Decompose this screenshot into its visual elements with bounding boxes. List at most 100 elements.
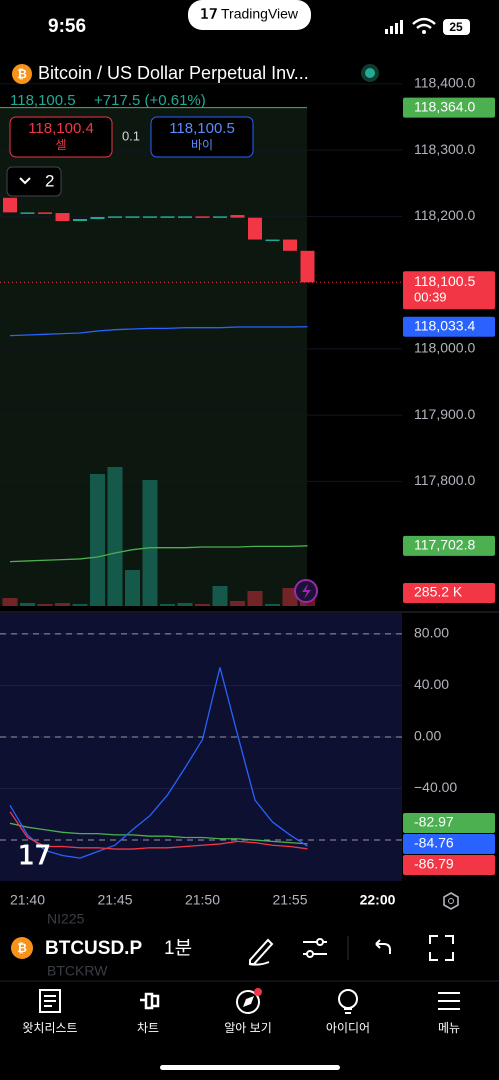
price-tag: [403, 535, 495, 556]
app-pill: [188, 0, 311, 30]
compass: [243, 996, 254, 1007]
candle: [195, 216, 210, 218]
candle: [3, 197, 17, 213]
quantity: 0.1: [122, 128, 140, 143]
indicator-line: [9, 326, 308, 337]
price-tag: [403, 316, 495, 337]
volume-bar: [90, 474, 105, 606]
candle: [125, 216, 140, 218]
price-tag-text: -86.79: [414, 856, 454, 872]
price-tag-text: 118,100.5: [414, 273, 475, 289]
time-label: 21:40: [10, 892, 45, 908]
oscillator-tick-label: −40.00: [414, 779, 457, 795]
explore-icon[interactable]: [236, 990, 260, 1014]
market-dot: [365, 68, 375, 78]
price-tick-label: 117,900.0: [414, 406, 475, 422]
sell-label: 셀: [55, 138, 66, 152]
nav-label: 메뉴: [438, 1021, 460, 1035]
quote: 118,100.5: [10, 92, 76, 109]
buy-button[interactable]: [150, 116, 254, 158]
price-tick-label: 117,800.0: [414, 472, 475, 488]
volume-bar: [282, 588, 298, 606]
volume-bar: [2, 598, 18, 606]
slider-knob: [306, 950, 314, 958]
sell-price: 118,100.4: [28, 120, 94, 137]
sell-button[interactable]: [9, 116, 113, 158]
candle: [143, 216, 157, 218]
buy-price: 118,100.5: [169, 120, 235, 137]
tv-logo: 𝟣𝟩: [200, 6, 218, 22]
volume-bar: [265, 604, 280, 606]
volume-bar: [212, 586, 228, 606]
volume-bar: [72, 604, 88, 606]
price-tag-text: 285.2 K: [414, 584, 463, 600]
volume-bar: [160, 604, 175, 606]
draw-icon[interactable]: [248, 938, 274, 966]
price-tag: [403, 97, 495, 118]
price-tag: [403, 583, 495, 603]
price-tag: [403, 834, 495, 854]
candle: [248, 217, 262, 240]
slider-knob: [316, 938, 324, 946]
price-tag: [403, 813, 495, 833]
home-indicator: [160, 1065, 340, 1070]
price-tick-label: 118,000.0: [414, 340, 475, 356]
btc-symbol: ₿: [17, 67, 27, 81]
price-tag-text: 118,033.4: [414, 317, 475, 333]
time-label: 21:55: [272, 892, 307, 908]
ghost-symbol: NI225: [47, 911, 85, 927]
oscillator-tick-label: 40.00: [414, 676, 449, 692]
price-tag: [403, 855, 495, 875]
candle: [300, 250, 315, 283]
time-label: 21:50: [185, 892, 220, 908]
price-tag-text: -82.97: [414, 814, 454, 830]
price-tag: [403, 271, 495, 310]
toolbar-symbol[interactable]: BTCUSD.P: [45, 938, 142, 959]
candle: [20, 212, 35, 214]
price-tick-label: 118,200.0: [414, 207, 475, 223]
indicator-count: 2: [45, 171, 54, 190]
settings-icon[interactable]: [443, 892, 459, 910]
battery-level: 25: [449, 20, 463, 34]
indicator-line: [9, 822, 308, 845]
menu-icon[interactable]: [438, 992, 460, 1010]
indicator-toggle[interactable]: [6, 166, 62, 197]
btc-symbol: ₿: [17, 941, 27, 955]
indicator-line: [9, 545, 308, 563]
candle: [230, 215, 245, 218]
candle: [55, 213, 70, 221]
price-tick-label: 118,300.0: [414, 141, 475, 157]
indicator-line: [9, 667, 308, 859]
nav-label: 왓치리스트: [22, 1021, 77, 1035]
volume-bar: [142, 480, 158, 606]
price-tag-text: 118,364.0: [414, 98, 475, 114]
volume-bar: [37, 604, 53, 606]
candle: [178, 216, 192, 218]
oscillator-tick-label: 80.00: [414, 625, 449, 641]
nav-label: 차트: [137, 1021, 159, 1035]
chevron: [19, 177, 31, 185]
settings-dot: [448, 898, 454, 904]
oscillator-bg: [0, 613, 402, 881]
candle: [213, 216, 227, 218]
candle: [90, 217, 105, 220]
btc-icon: [11, 937, 33, 959]
wifi-icon: [412, 17, 436, 29]
volume-bar: [55, 603, 70, 606]
nav-label: 아이디어: [326, 1021, 370, 1035]
time-label: 22:00: [360, 892, 396, 908]
battery: [443, 19, 470, 35]
signal-icon: [385, 20, 403, 34]
clock: 9:56: [48, 16, 86, 37]
toolbar-interval[interactable]: 1분: [164, 938, 192, 959]
candle: [73, 219, 87, 221]
volume-bar: [195, 604, 210, 606]
chart-icon[interactable]: [140, 992, 160, 1010]
symbol-title: Bitcoin / US Dollar Perpetual Inv...: [38, 63, 309, 83]
undo-icon[interactable]: [375, 939, 391, 954]
fullscreen-icon[interactable]: [429, 935, 454, 961]
watchlist-icon[interactable]: [39, 989, 61, 1013]
time-label: 21:45: [97, 892, 132, 908]
bulb-base: [344, 1008, 352, 1014]
